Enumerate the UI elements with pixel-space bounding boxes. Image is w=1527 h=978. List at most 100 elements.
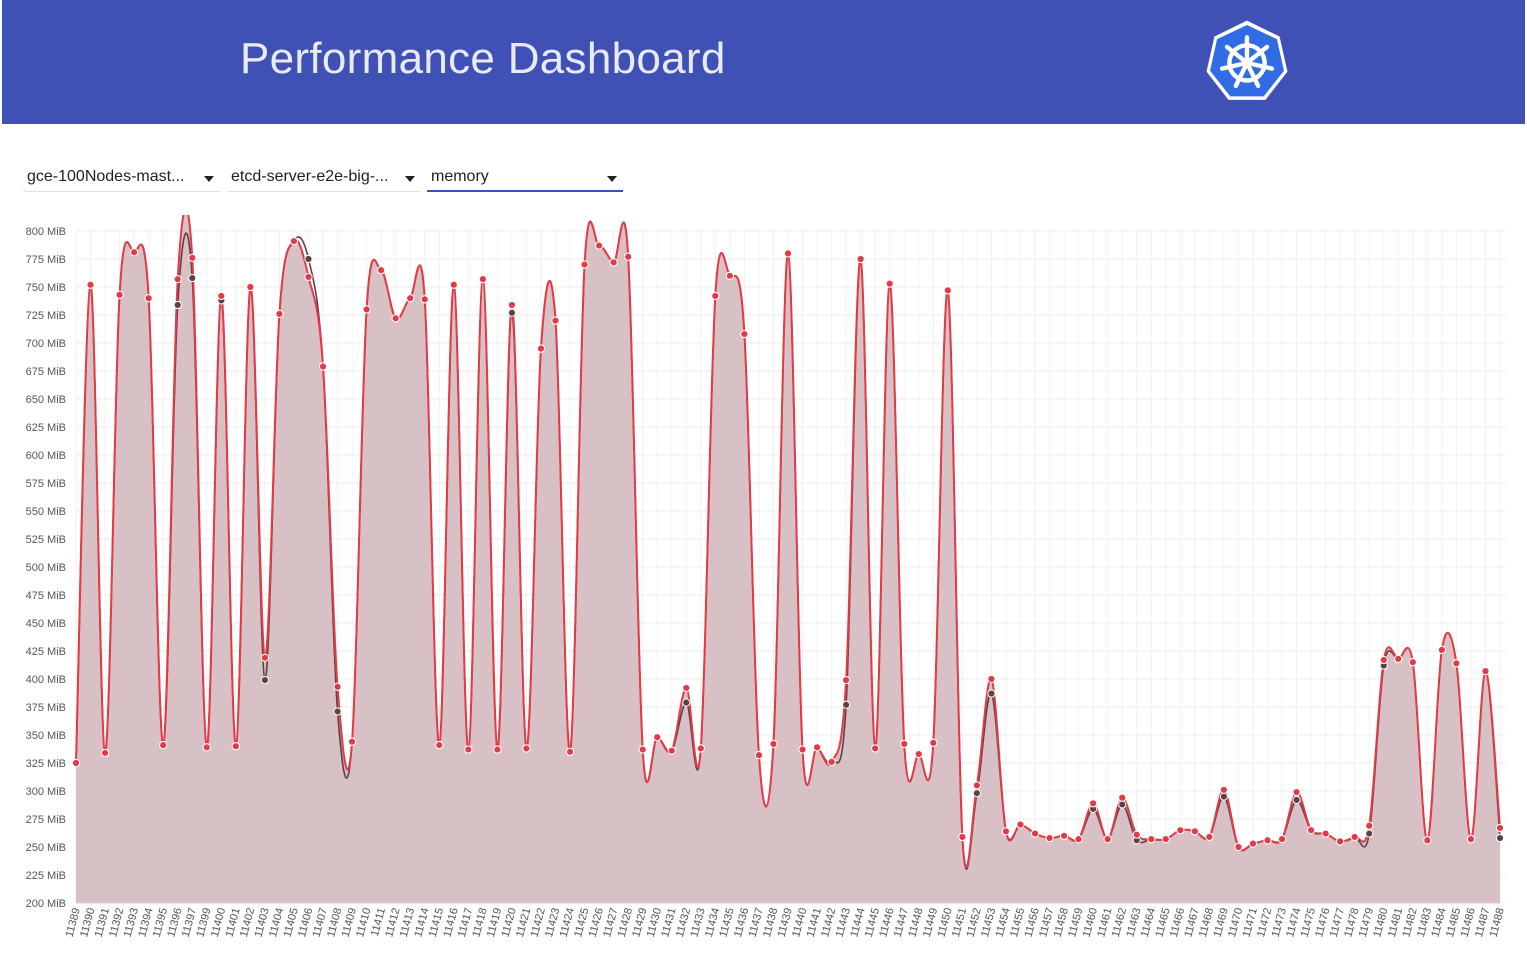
series-point-secondary xyxy=(842,700,851,709)
series-point-primary xyxy=(289,236,299,246)
series-point-secondary xyxy=(1365,829,1374,838)
series-point-primary xyxy=(1176,826,1185,835)
y-tick-label: 475 MiB xyxy=(26,590,66,602)
y-tick-label: 450 MiB xyxy=(26,618,66,630)
series-point-primary xyxy=(1292,788,1301,797)
series-point-primary xyxy=(972,781,981,790)
series-point-primary xyxy=(1161,835,1170,844)
series-point-secondary xyxy=(173,300,182,310)
chevron-down-icon xyxy=(204,176,214,182)
series-point-primary xyxy=(754,751,764,760)
job-select-value: gce-100Nodes-mast... xyxy=(27,168,185,185)
series-point-secondary xyxy=(987,689,996,698)
y-tick-label: 275 MiB xyxy=(26,814,66,826)
series-point-primary xyxy=(1394,654,1403,663)
series-point-primary xyxy=(188,253,197,262)
series-point-secondary xyxy=(1219,792,1229,801)
series-point-secondary xyxy=(188,273,197,283)
series-point-primary xyxy=(595,241,604,250)
series-point-primary xyxy=(900,739,909,749)
series-point-primary xyxy=(231,742,240,751)
series-point-primary xyxy=(958,832,967,842)
series-point-primary xyxy=(493,745,502,754)
series-point-primary xyxy=(871,744,880,753)
series-point-primary xyxy=(1350,832,1359,842)
series-point-primary xyxy=(522,744,531,753)
component-select[interactable]: etcd-server-e2e-big-... xyxy=(227,164,421,192)
series-point-primary xyxy=(1016,820,1025,829)
series-point-primary xyxy=(943,286,952,295)
series-point-primary xyxy=(217,291,226,301)
series-point-primary xyxy=(696,744,705,753)
series-point-primary xyxy=(856,254,865,264)
metric-select-value: memory xyxy=(431,168,489,185)
series-point-primary xyxy=(1234,842,1243,852)
series-point-primary xyxy=(1074,835,1083,844)
kubernetes-logo-icon xyxy=(1206,20,1288,100)
series-point-primary xyxy=(1423,836,1432,845)
series-point-primary xyxy=(478,275,487,284)
y-tick-label: 325 MiB xyxy=(26,758,66,770)
series-point-secondary xyxy=(260,676,269,685)
y-tick-label: 500 MiB xyxy=(26,562,66,574)
series-point-primary xyxy=(769,739,778,749)
series-point-primary xyxy=(1059,831,1069,840)
series-point-primary xyxy=(1365,821,1374,830)
app-header: Performance Dashboard xyxy=(2,0,1525,124)
series-point-primary xyxy=(1103,835,1112,844)
page-title: Performance Dashboard xyxy=(240,34,726,83)
series-point-primary xyxy=(798,745,807,754)
series-point-primary xyxy=(202,743,211,752)
series-point-secondary xyxy=(333,707,342,716)
job-select[interactable]: gce-100Nodes-mast... xyxy=(23,164,220,192)
y-tick-label: 650 MiB xyxy=(26,394,66,406)
series-point-primary xyxy=(827,757,836,766)
y-tick-label: 550 MiB xyxy=(26,506,66,518)
series-point-primary xyxy=(1205,832,1214,842)
series-point-primary xyxy=(100,748,110,758)
series-point-primary xyxy=(333,682,342,691)
series-point-secondary xyxy=(304,254,313,264)
series-point-primary xyxy=(318,362,328,371)
series-point-primary xyxy=(842,676,851,685)
series-point-primary xyxy=(812,743,822,752)
y-tick-label: 375 MiB xyxy=(26,702,66,714)
series-point-primary xyxy=(624,252,633,261)
series-point-primary xyxy=(377,266,386,275)
series-point-primary xyxy=(1481,667,1490,676)
series-point-secondary xyxy=(1495,833,1505,843)
series-point-primary xyxy=(1089,799,1098,808)
series-point-primary xyxy=(507,300,517,310)
memory-chart: 200 MiB 225 MiB 250 MiB 275 MiB 300 MiB 325 M… xyxy=(26,215,1507,939)
series-point-primary xyxy=(1336,837,1345,846)
series-point-primary xyxy=(653,733,662,742)
series-point-primary xyxy=(1466,835,1476,844)
series-point-primary xyxy=(1001,827,1011,836)
series-point-primary xyxy=(914,749,923,759)
series-point-primary xyxy=(551,316,560,325)
series-point-primary xyxy=(1437,645,1446,654)
y-tick-label: 600 MiB xyxy=(26,450,66,462)
y-tick-label: 775 MiB xyxy=(26,254,66,266)
series-point-primary xyxy=(362,305,371,314)
series-point-primary xyxy=(1030,829,1040,838)
series-point-primary xyxy=(173,275,182,284)
series-point-primary xyxy=(1495,823,1505,833)
series-point-primary xyxy=(1321,829,1330,838)
y-tick-label: 250 MiB xyxy=(26,842,66,854)
series-point-secondary xyxy=(972,789,981,798)
series-point-secondary xyxy=(682,698,691,707)
series-point-primary xyxy=(1132,830,1141,839)
series-point-secondary xyxy=(1292,795,1301,805)
y-tick-label: 300 MiB xyxy=(26,786,66,798)
series-point-primary xyxy=(406,294,415,303)
chevron-down-icon xyxy=(405,176,415,182)
series-point-primary xyxy=(159,740,168,750)
series-point-primary xyxy=(1248,839,1258,848)
y-tick-label: 625 MiB xyxy=(26,422,66,434)
metric-select[interactable]: memory xyxy=(427,164,623,192)
series-area xyxy=(76,215,1500,903)
series-point-primary xyxy=(1452,659,1461,668)
series-point-primary xyxy=(885,279,894,288)
series-point-primary xyxy=(464,745,473,754)
